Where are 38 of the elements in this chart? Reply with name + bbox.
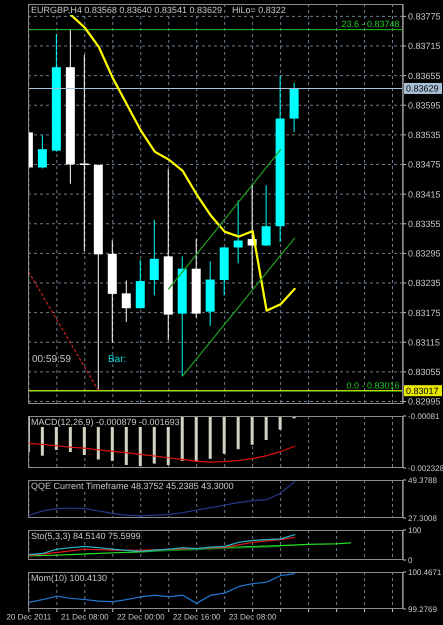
- y-tick-label: 0.83655: [408, 70, 441, 81]
- y-tick-label: 0.82995: [408, 396, 441, 407]
- y-tick-label: 0.83355: [408, 218, 441, 229]
- chart-title: MACD(12,26,9) -0.000879 -0.001693: [31, 417, 180, 427]
- y-tick-label: 100: [408, 526, 422, 535]
- chart-title: Sto(5,3,3) 84.5140 75.5999: [31, 531, 141, 541]
- y-tick-label: 0.83415: [408, 189, 441, 200]
- x-tick-label: 20 Dec 2011: [6, 612, 52, 622]
- annotation: 0.0 - 0.83016: [346, 380, 400, 391]
- annotation: 00:59:59: [32, 354, 71, 365]
- ref-line-label: 0.83017: [406, 386, 439, 396]
- y-tick-label: 100.4671: [408, 568, 442, 577]
- chart-title: QQE Current Timeframe 48.3752 45.2385 43.3000: [31, 481, 234, 491]
- y-tick-label: 99.2769: [408, 604, 438, 614]
- y-tick-label: 49.3788: [408, 476, 438, 485]
- y-tick-label: 0.83055: [408, 367, 441, 378]
- y-tick-label: 0.83595: [408, 100, 441, 110]
- annotation: 23.6 - 0.83748: [341, 19, 400, 30]
- chart-title: EURGBP,H4 0.83568 0.83640 0.83541 0.83629: [31, 5, 222, 15]
- x-tick-label: 22 Dec 16:00: [172, 612, 222, 622]
- y-tick-label: 0.83775: [408, 12, 441, 22]
- y-tick-label: 0.83535: [408, 130, 441, 140]
- x-tick-label: 22 Dec 00:00: [116, 612, 166, 622]
- chart-title: Mom(10) 100.4130: [31, 573, 108, 583]
- y-tick-label: 0.83715: [408, 41, 441, 52]
- x-tick-label: 23 Dec 08:00: [228, 612, 277, 622]
- y-tick-label: 0.83295: [408, 248, 441, 259]
- chart-subtitle: HiLo= 0.8322: [232, 5, 286, 15]
- x-tick-label: 21 Dec 08:00: [61, 612, 110, 622]
- y-tick-label: -0.00081: [408, 412, 440, 421]
- y-tick-label: 0.83235: [408, 278, 441, 288]
- y-tick-label: 0.83175: [408, 308, 441, 318]
- ref-line-label: 0.83629: [406, 84, 439, 94]
- y-tick-label: 27.3008: [408, 514, 438, 523]
- annotation: Bar:: [108, 354, 126, 365]
- y-tick-label: 0.83475: [408, 160, 441, 170]
- y-tick-label: 0: [408, 556, 413, 565]
- y-tick-label: 0.83115: [408, 337, 440, 348]
